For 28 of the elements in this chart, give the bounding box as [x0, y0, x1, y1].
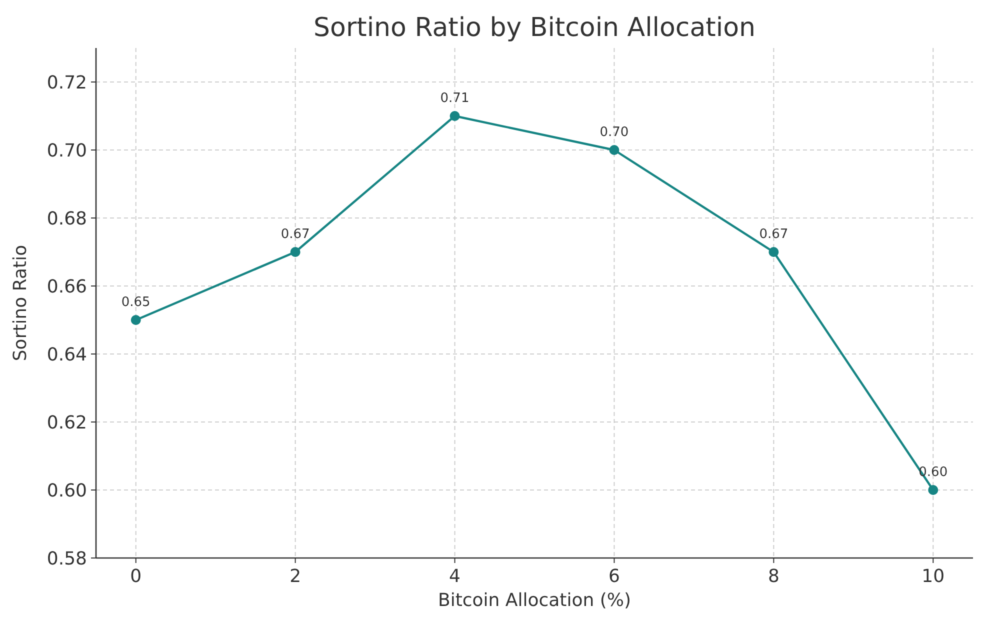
point [450, 111, 460, 121]
text: 0.65 [121, 295, 150, 310]
text: 0.67 [280, 227, 310, 242]
text: 0.67 [759, 227, 788, 242]
text: 0.71 [440, 91, 470, 106]
point [928, 485, 938, 495]
y-axis-title: Sortino Ratio [10, 244, 31, 362]
x-tick-label: 6 [608, 566, 620, 587]
text: 0.70 [600, 125, 629, 140]
y-tick-label: 0.72 [46, 72, 87, 94]
y-tick-label: 0.66 [46, 276, 87, 298]
y-tick-label: 0.68 [46, 208, 87, 230]
x-tick-label: 0 [130, 566, 142, 587]
x-tick-label: 4 [449, 566, 460, 587]
point [768, 247, 779, 257]
y-tick-label: 0.70 [46, 140, 87, 162]
y-tick-label: 0.64 [46, 344, 87, 366]
point [130, 315, 141, 325]
x-tick-label: 10 [922, 566, 945, 587]
y-tick-label: 0.58 [46, 548, 87, 570]
point [290, 247, 300, 257]
x-tick-label: 2 [290, 566, 302, 587]
y-tick-label: 0.60 [46, 480, 87, 502]
x-tick-label: 8 [768, 566, 780, 587]
y-tick-label: 0.62 [46, 412, 87, 434]
x-axis-title: Bitcoin Allocation (%) [438, 590, 632, 611]
chart-title: Sortino Ratio by Bitcoin Allocation [314, 13, 756, 43]
point [609, 145, 620, 155]
